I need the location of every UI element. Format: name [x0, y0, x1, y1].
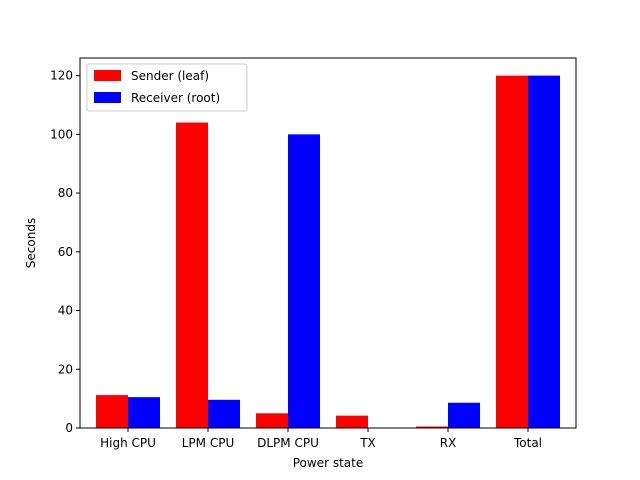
y-tick-label: 80	[58, 186, 73, 200]
y-tick-label: 60	[58, 245, 73, 259]
bar-sender-total	[496, 75, 528, 428]
y-axis-title: Seconds	[24, 218, 38, 268]
legend-swatch-sender	[94, 70, 121, 81]
bar-sender-tx	[336, 415, 368, 428]
y-axis: 0 20 40 60 80 100 120	[50, 69, 80, 435]
legend-box	[86, 63, 248, 112]
x-tick-label: Total	[513, 436, 542, 450]
y-tick-label: 120	[50, 69, 73, 83]
y-tick-label: 20	[58, 362, 73, 376]
legend-label-sender: Sender (leaf)	[131, 69, 209, 83]
y-tick-label: 0	[65, 421, 73, 435]
bar-receiver-high-cpu	[128, 397, 160, 428]
x-tick-label: DLPM CPU	[257, 436, 319, 450]
y-tick-label: 100	[50, 127, 73, 141]
bar-receiver-total	[528, 75, 560, 428]
bar-sender-dlpm-cpu	[256, 413, 288, 428]
x-axis-title: Power state	[293, 456, 364, 470]
x-tick-label: LPM CPU	[182, 436, 235, 450]
bar-receiver-rx	[448, 402, 480, 428]
x-tick-label: TX	[359, 436, 376, 450]
x-axis: High CPU LPM CPU DLPM CPU TX RX Total	[100, 428, 542, 450]
bar-receiver-lpm-cpu	[208, 399, 240, 428]
plot-frame	[79, 57, 577, 429]
y-tick-label: 40	[58, 304, 73, 318]
legend-swatch-receiver	[94, 92, 121, 103]
bar-sender-rx	[416, 426, 448, 428]
x-tick-label: High CPU	[100, 436, 156, 450]
bar-receiver-dlpm-cpu	[288, 134, 320, 428]
bars-layer	[96, 75, 560, 428]
x-tick-label: RX	[440, 436, 457, 450]
bar-sender-high-cpu	[96, 395, 128, 428]
bar-sender-lpm-cpu	[176, 122, 208, 428]
legend: Sender (leaf) Receiver (root)	[86, 63, 248, 112]
legend-label-receiver: Receiver (root)	[131, 91, 220, 105]
